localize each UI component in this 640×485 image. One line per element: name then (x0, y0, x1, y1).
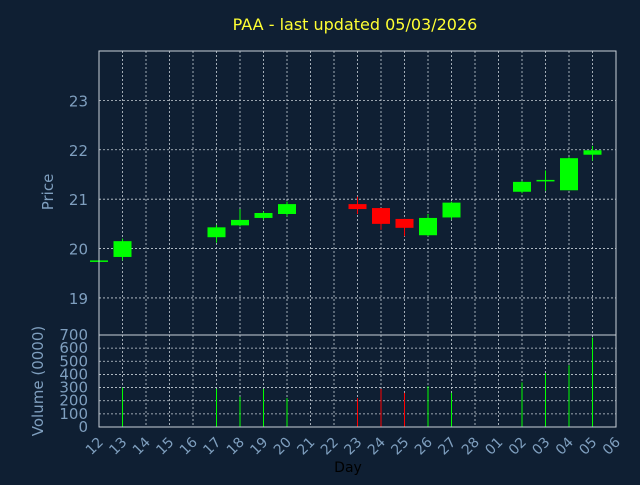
candle-body (560, 158, 578, 191)
candle-body (348, 204, 367, 210)
x-tick-label: 17 (200, 435, 224, 459)
candle-18 (231, 209, 249, 227)
volume-tick-label: 600 (59, 339, 88, 357)
candle-body (113, 241, 132, 257)
x-tick-label: 05 (576, 435, 600, 459)
volume-tick-label: 200 (59, 392, 88, 410)
candle-body (254, 213, 273, 218)
x-tick-label: 12 (83, 435, 107, 459)
x-tick-label: 22 (318, 435, 342, 459)
candle-19 (254, 211, 273, 220)
volume-tick-label: 700 (59, 326, 88, 344)
candle-body (278, 204, 296, 214)
candle-body (419, 217, 437, 236)
candle-23 (348, 196, 367, 214)
candle-body (395, 218, 414, 228)
candle-05 (583, 145, 602, 161)
candle-body (513, 181, 531, 192)
candle-26 (419, 213, 437, 237)
chart-title: PAA - last updated 05/03/2026 (233, 15, 478, 34)
x-tick-label: 19 (247, 435, 271, 459)
x-tick-label: 23 (341, 435, 365, 459)
price-tick-label: 21 (69, 191, 88, 209)
x-tick-label: 15 (153, 435, 177, 459)
x-tick-label: 24 (365, 434, 389, 458)
x-tick-label: 27 (435, 435, 459, 459)
candle-13 (113, 238, 132, 261)
price-tick-label: 19 (69, 290, 88, 308)
candle-body (231, 219, 249, 226)
candle-17 (207, 224, 226, 243)
volume-tick-label: 300 (59, 379, 88, 397)
candle-04 (560, 157, 578, 191)
x-tick-label: 18 (224, 435, 248, 459)
x-tick-label: 21 (294, 435, 318, 459)
x-tick-label: 25 (388, 435, 412, 459)
candle-27 (442, 201, 461, 220)
candle-02 (513, 180, 531, 194)
x-tick-label: 04 (553, 434, 577, 458)
volume-tick-label: 400 (59, 365, 88, 383)
x-tick-label: 13 (106, 435, 130, 459)
x-tick-label: 02 (506, 435, 530, 459)
x-tick-label: 16 (177, 434, 201, 458)
x-tick-label: 26 (412, 434, 436, 458)
x-tick-labels: 12 13 14 15 16 17 18 19 20 21 22 23 24 25 26 27 28 01 02 03… (83, 434, 624, 458)
volume-plot-frame (98, 334, 617, 428)
x-tick-label: 06 (600, 434, 624, 458)
x-tick-label: 03 (529, 435, 553, 459)
candle-body (536, 179, 555, 182)
candle-25 (395, 218, 414, 237)
x-tick-label: 14 (130, 434, 154, 458)
volume-tick-label: 500 (59, 352, 88, 370)
volume-tick-label: 0 (78, 418, 88, 436)
candle-body (442, 202, 461, 218)
candle-03 (536, 170, 555, 191)
price-axis-label: Price (39, 174, 57, 211)
volume-axis-label: Volume (0000) (29, 326, 47, 436)
candle-24 (372, 208, 390, 230)
x-tick-label: 01 (482, 435, 506, 459)
price-panel: 19 20 21 22 23 (69, 50, 617, 336)
x-tick-label: 28 (459, 435, 483, 459)
candle-body (207, 227, 226, 238)
price-tick-label: 22 (69, 142, 88, 160)
volume-tick-label: 100 (59, 405, 88, 423)
price-tick-label: 20 (69, 241, 88, 259)
candle-body (583, 150, 602, 155)
candle-body (372, 208, 390, 224)
candle-20 (278, 201, 296, 217)
day-axis-label: Day (334, 460, 362, 476)
x-tick-label: 20 (271, 435, 295, 459)
price-tick-label: 23 (69, 92, 88, 110)
